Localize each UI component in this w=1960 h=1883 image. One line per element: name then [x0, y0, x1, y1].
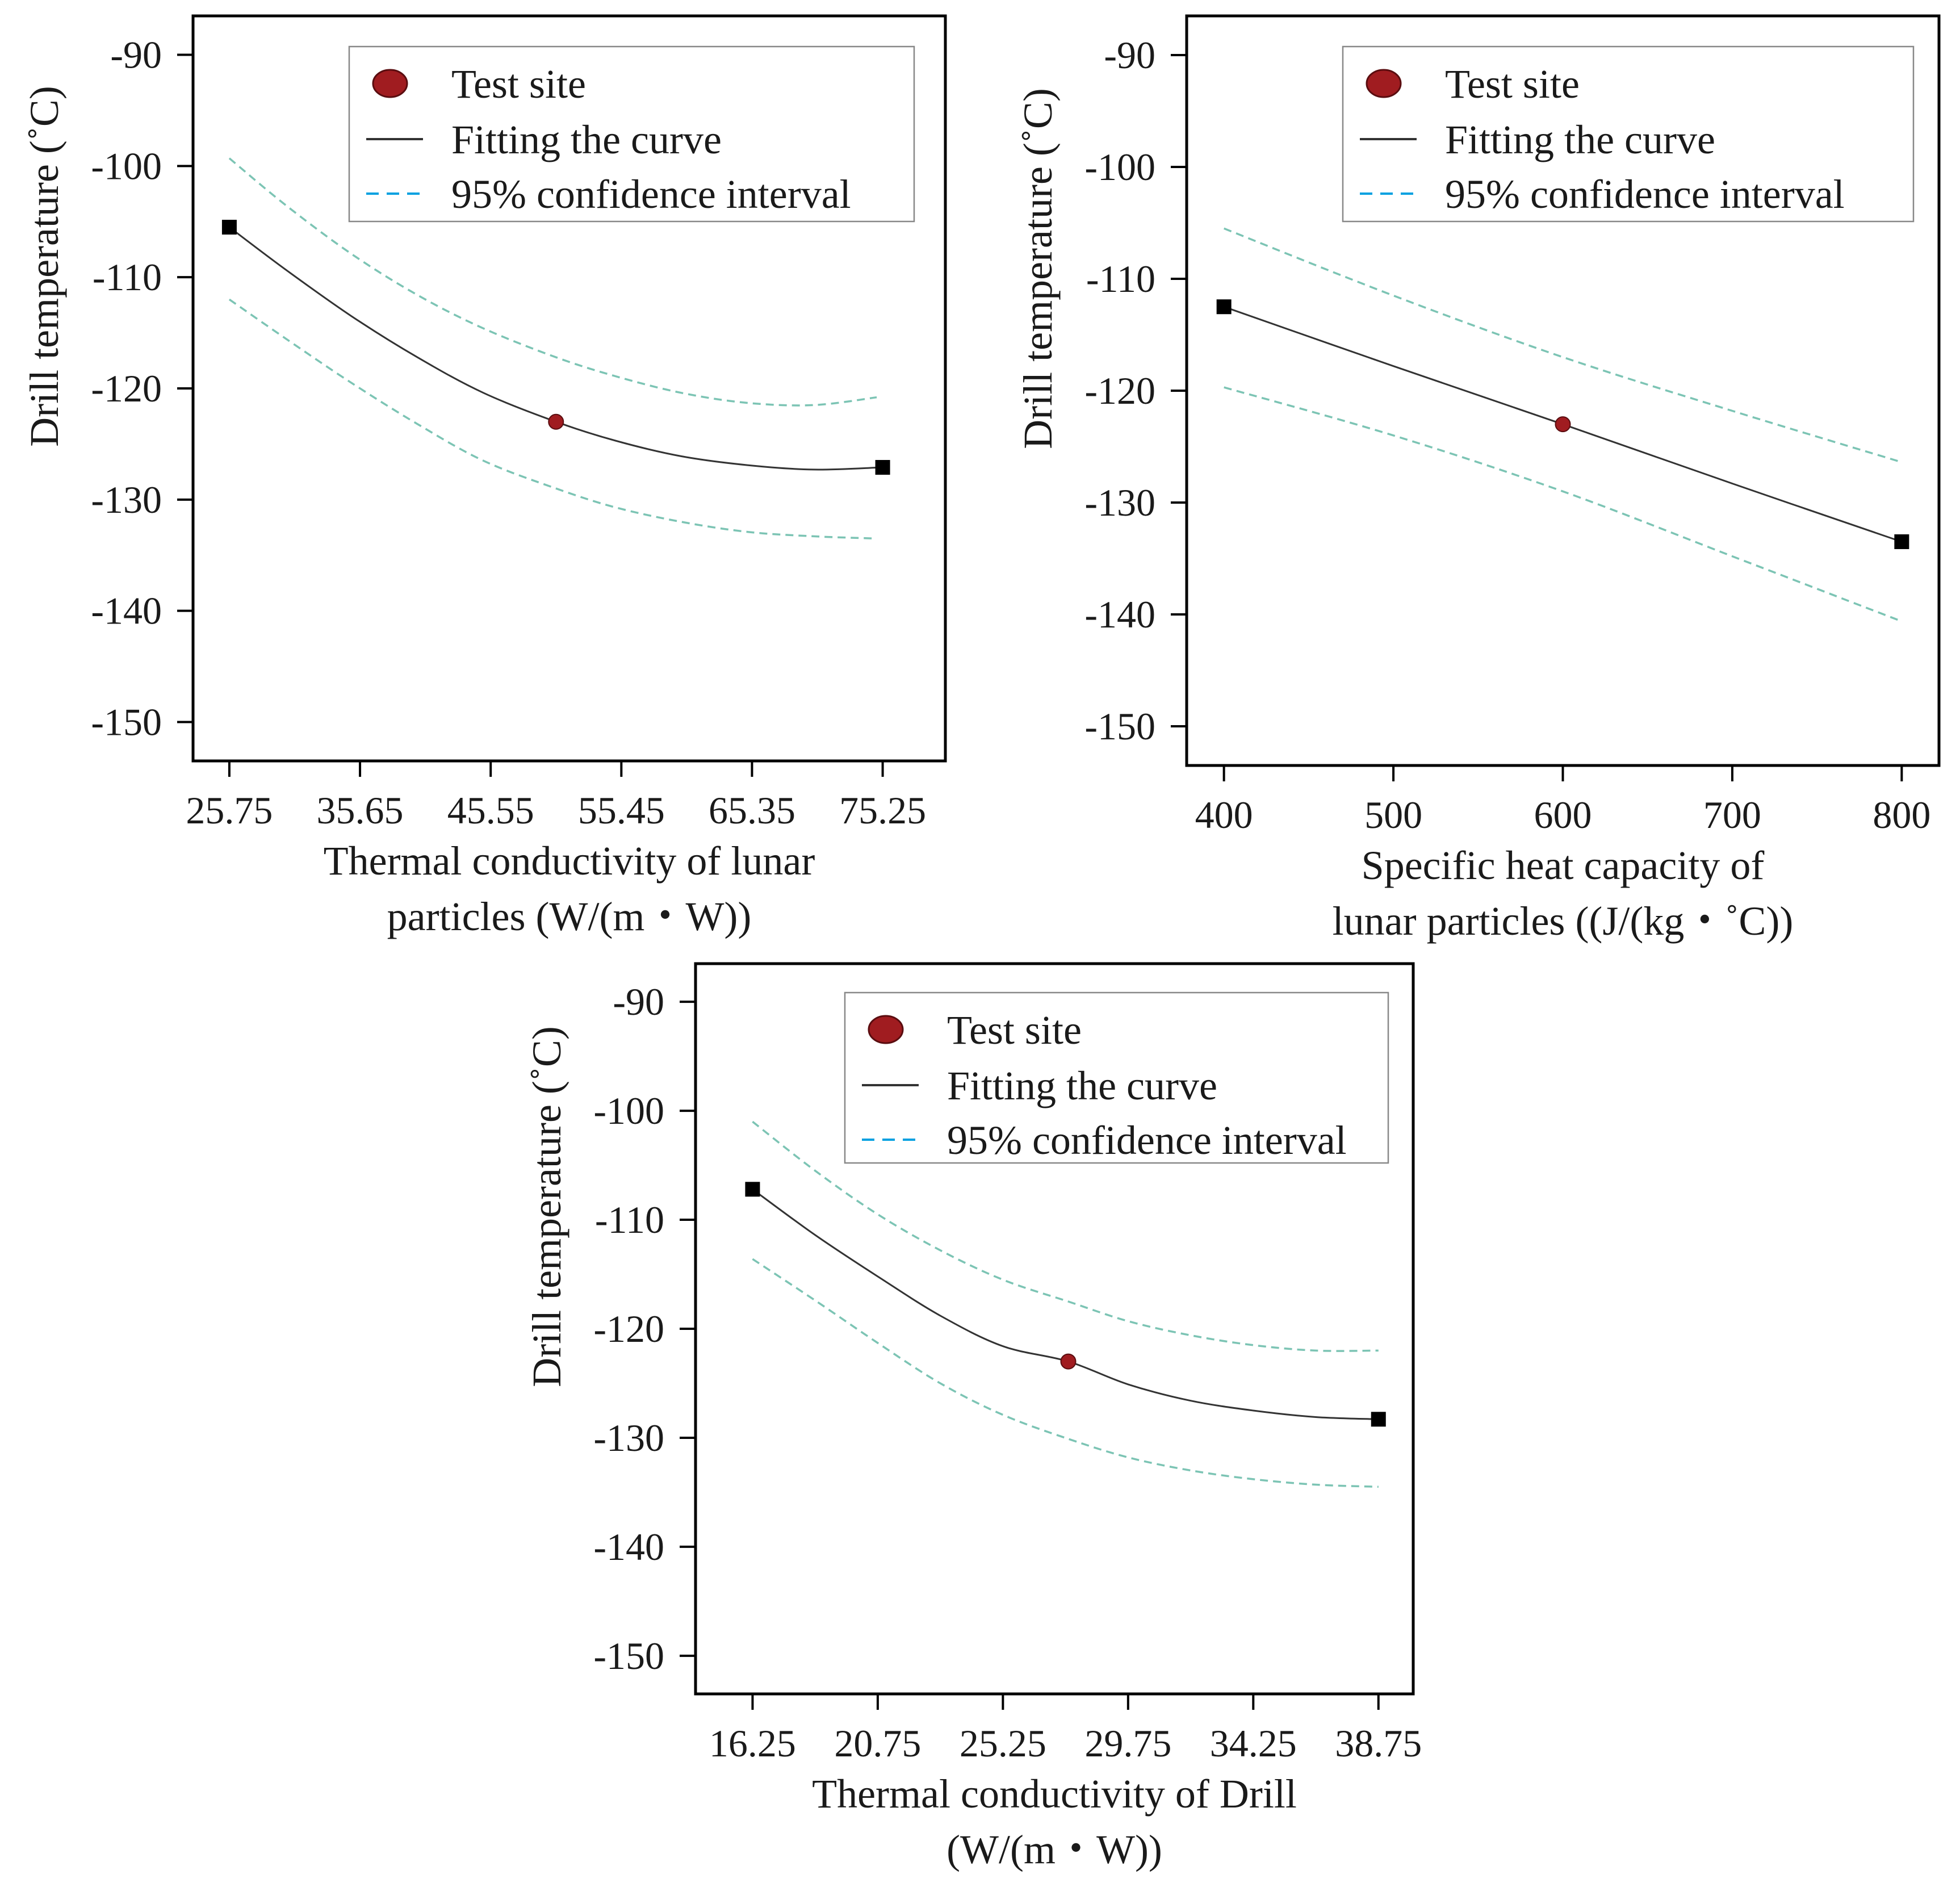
legend: Test site Fitting the curve 95% confidence…: [1342, 45, 1915, 223]
y-tick-label: -90: [613, 980, 664, 1023]
y-tick-label: -110: [93, 256, 162, 299]
y-tick-label: -110: [595, 1198, 664, 1241]
y-tick-label: -130: [1084, 481, 1155, 524]
x-axis-label: Thermal conductivity of Drill: [812, 1771, 1297, 1817]
y-axis-label: Drill temperature (˚C): [1015, 88, 1061, 449]
y-tick-label: -100: [91, 144, 162, 187]
x-tick-label: 600: [1534, 793, 1592, 836]
legend-entry-label: Fitting the curve: [947, 1063, 1217, 1108]
x-tick-label: 20.75: [834, 1722, 921, 1765]
x-axis-label: Specific heat capacity of: [1362, 843, 1765, 888]
test-site-marker: [548, 413, 564, 430]
endpoint-marker: [221, 220, 237, 235]
x-tick-label: 400: [1195, 793, 1253, 836]
test-site-marker: [1060, 1353, 1077, 1370]
legend-entry-label: Fitting the curve: [451, 117, 722, 162]
x-tick-label: 55.45: [578, 789, 665, 832]
x-tick-label: 35.65: [317, 789, 404, 832]
x-axis-label: particles (W/(m・W)): [387, 894, 752, 939]
y-tick-label: -140: [1084, 593, 1155, 636]
series-ci-lower-line: [1224, 386, 1899, 621]
legend-box: [348, 45, 915, 223]
y-tick-label: -90: [1104, 34, 1155, 77]
y-tick-label: -140: [593, 1525, 664, 1568]
chart-panel-3: -90 -100 -110 -120 -130 -140 -150 16.25 20.75 25.…: [524, 962, 1422, 1872]
x-tick-label: 16.25: [709, 1722, 796, 1765]
series-ci-lower-line: [228, 298, 877, 540]
x-tick-label: 75.25: [839, 789, 926, 832]
legend-entry-label: Test site: [1445, 61, 1580, 107]
x-axis-label: (W/(m・W)): [947, 1827, 1162, 1872]
x-tick-label: 34.25: [1210, 1722, 1297, 1765]
x-axis-label: Thermal conductivity of lunar: [324, 838, 815, 884]
legend-test-site-marker: [1366, 69, 1402, 98]
chart-panel-1: -90 -100 -110 -120 -130 -140 -150 25.75 35.65 45.…: [22, 14, 947, 939]
legend-entry-label: Fitting the curve: [1445, 117, 1715, 162]
legend-entry-label: 95% confidence interval: [451, 171, 851, 217]
series-ci-upper-line: [228, 157, 877, 407]
x-tick-label: 29.75: [1084, 1722, 1171, 1765]
legend-entry-label: 95% confidence interval: [947, 1118, 1347, 1163]
legend-test-site-marker: [868, 1015, 904, 1044]
endpoint-marker: [745, 1182, 760, 1197]
legend-test-site-marker: [372, 69, 408, 98]
legend-entry-label: Test site: [451, 61, 586, 107]
legend: Test site Fitting the curve 95% confidence…: [348, 45, 915, 223]
y-tick-label: -100: [593, 1089, 664, 1132]
test-site-marker: [1555, 416, 1571, 433]
series-fit-line: [228, 226, 883, 471]
y-tick-label: -150: [91, 700, 162, 743]
endpoint-marker: [875, 460, 890, 475]
y-axis-label: Drill temperature (˚C): [524, 1026, 569, 1387]
series-ci-upper-line: [752, 1120, 1379, 1352]
chart-panel-2: -90 -100 -110 -120 -130 -140 -150 400 500 600 700 8…: [1015, 14, 1941, 944]
y-tick-label: -90: [110, 34, 162, 77]
y-tick-label: -140: [91, 589, 162, 633]
series-fit-line: [752, 1189, 1379, 1420]
x-tick-label: 700: [1703, 793, 1761, 836]
y-tick-label: -130: [593, 1416, 664, 1459]
endpoint-marker: [1216, 299, 1232, 315]
x-tick-label: 38.75: [1335, 1722, 1422, 1765]
x-tick-label: 65.35: [709, 789, 795, 832]
x-tick-label: 25.75: [186, 789, 273, 832]
y-tick-label: -130: [91, 478, 162, 521]
legend-entry-label: Test site: [947, 1007, 1082, 1053]
y-axis-label: Drill temperature (˚C): [22, 86, 67, 447]
x-tick-label: 45.55: [447, 789, 534, 832]
y-tick-label: -120: [1084, 369, 1155, 412]
x-axis-label: lunar particles ((J/(kg・˚C)): [1333, 898, 1794, 944]
endpoint-marker: [1894, 534, 1909, 549]
legend-box: [844, 991, 1389, 1164]
y-tick-label: -120: [91, 367, 162, 410]
series-ci-lower-line: [752, 1258, 1379, 1488]
x-tick-label: 800: [1873, 793, 1930, 836]
y-tick-label: -150: [1084, 705, 1155, 748]
legend-box: [1342, 45, 1915, 223]
series-ci-upper-line: [1224, 227, 1899, 462]
y-tick-label: -100: [1084, 145, 1155, 189]
y-tick-label: -120: [593, 1307, 664, 1350]
legend: Test site Fitting the curve 95% confidence…: [844, 991, 1389, 1164]
legend-entry-label: 95% confidence interval: [1445, 171, 1845, 217]
endpoint-marker: [1371, 1412, 1386, 1427]
y-tick-label: -110: [1086, 257, 1155, 300]
x-tick-label: 25.25: [960, 1722, 1046, 1765]
x-tick-label: 500: [1364, 793, 1422, 836]
y-tick-label: -150: [593, 1634, 664, 1677]
